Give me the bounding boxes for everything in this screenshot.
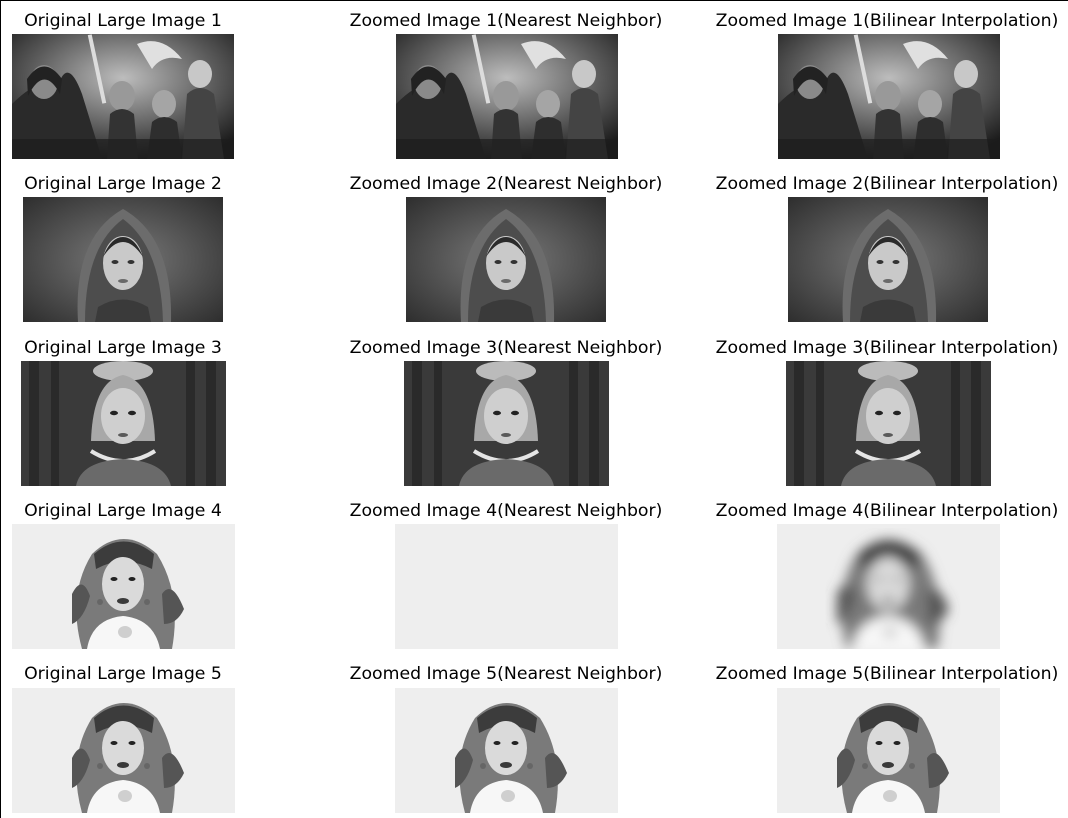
original-title-3: Original Large Image 3	[24, 338, 222, 358]
nearest-neighbor-title-3: Zoomed Image 3(Nearest Neighbor)	[349, 338, 663, 358]
original-image-1	[12, 34, 234, 159]
bilinear-image-1	[778, 34, 1000, 159]
original-title-4: Original Large Image 4	[24, 501, 222, 521]
bilinear-title-4: Zoomed Image 4(Bilinear Interpolation)	[715, 501, 1059, 521]
nearest-neighbor-title-2: Zoomed Image 2(Nearest Neighbor)	[349, 174, 663, 194]
bilinear-title-1: Zoomed Image 1(Bilinear Interpolation)	[715, 11, 1059, 31]
original-image-5	[12, 688, 235, 813]
original-image-2	[23, 197, 223, 322]
nearest-neighbor-image-2	[406, 197, 606, 322]
nearest-neighbor-title-4: Zoomed Image 4(Nearest Neighbor)	[349, 501, 663, 521]
bilinear-image-5	[777, 688, 1000, 813]
nearest-neighbor-image-1	[396, 34, 618, 159]
bilinear-image-3	[786, 361, 991, 486]
bilinear-title-5: Zoomed Image 5(Bilinear Interpolation)	[715, 664, 1059, 684]
nearest-neighbor-title-5: Zoomed Image 5(Nearest Neighbor)	[349, 664, 663, 684]
original-title-1: Original Large Image 1	[24, 11, 222, 31]
nearest-neighbor-image-4	[395, 524, 618, 649]
nearest-neighbor-image-3	[404, 361, 609, 486]
bilinear-title-2: Zoomed Image 2(Bilinear Interpolation)	[715, 174, 1059, 194]
bilinear-image-4	[777, 524, 1000, 649]
original-title-2: Original Large Image 2	[24, 174, 222, 194]
bilinear-title-3: Zoomed Image 3(Bilinear Interpolation)	[715, 338, 1059, 358]
original-image-3	[21, 361, 226, 486]
original-image-4	[12, 524, 235, 649]
nearest-neighbor-title-1: Zoomed Image 1(Nearest Neighbor)	[349, 11, 663, 31]
nearest-neighbor-image-5	[395, 688, 618, 813]
bilinear-image-2	[788, 197, 988, 322]
original-title-5: Original Large Image 5	[24, 664, 222, 684]
